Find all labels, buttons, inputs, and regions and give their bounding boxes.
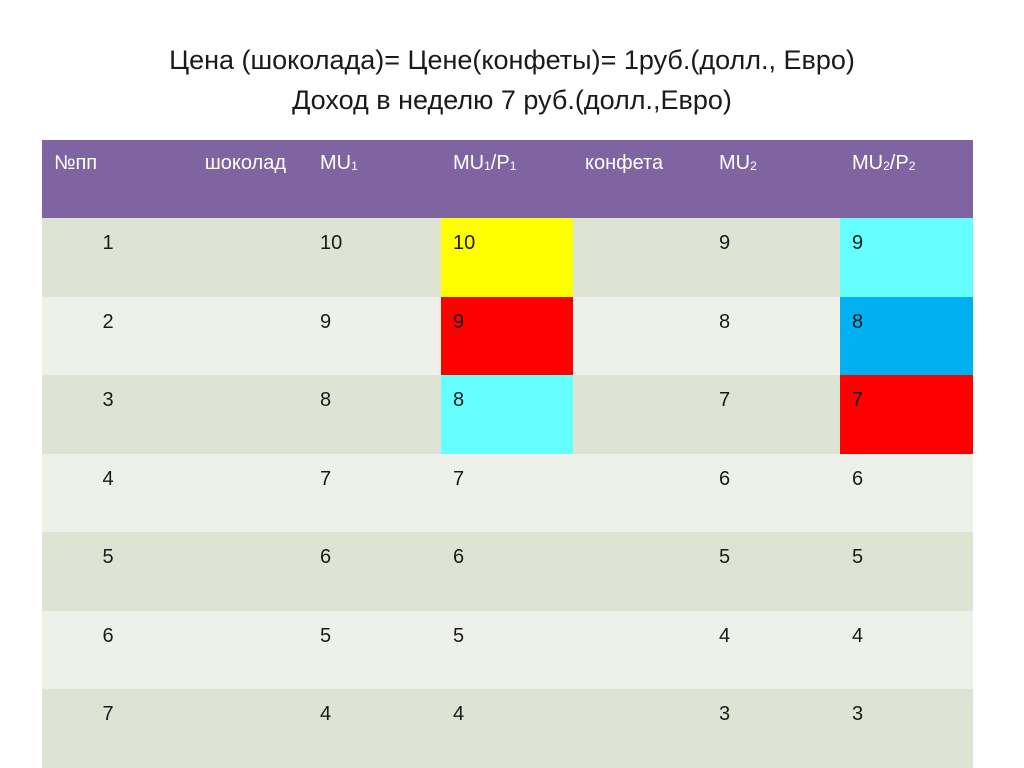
cell-mu1: 7: [308, 453, 441, 532]
cell-mu2: 7: [707, 375, 840, 454]
header-cell-mu2: MU2: [707, 140, 840, 218]
cell-mu1-p1: 7: [441, 453, 573, 532]
title-line-2: Доход в неделю 7 руб.(долл.,Евро): [292, 85, 732, 115]
cell-chocolate: [174, 296, 308, 375]
cell-chocolate: [174, 453, 308, 532]
cell-candy: [573, 218, 707, 297]
cell-chocolate: [174, 218, 308, 297]
cell-chocolate: [174, 375, 308, 454]
cell-mu1-p1: 8: [441, 375, 573, 454]
table-row: 3 8 8 7 7: [42, 375, 973, 454]
cell-num: 1: [42, 218, 174, 297]
cell-candy: [573, 689, 707, 768]
cell-mu1-p1: 10: [441, 218, 573, 297]
cell-num: 3: [42, 375, 174, 454]
table-row: 1 10 10 9 9: [42, 218, 973, 297]
cell-mu1-p1: 6: [441, 532, 573, 611]
cell-chocolate: [174, 689, 308, 768]
cell-mu1: 5: [308, 610, 441, 689]
cell-candy: [573, 375, 707, 454]
cell-mu2: 6: [707, 453, 840, 532]
cell-mu1: 10: [308, 218, 441, 297]
cell-mu2-p2: 6: [840, 453, 973, 532]
cell-chocolate: [174, 610, 308, 689]
cell-mu1-p1: 9: [441, 296, 573, 375]
cell-mu1: 4: [308, 689, 441, 768]
cell-candy: [573, 532, 707, 611]
cell-mu2: 3: [707, 689, 840, 768]
table-row: 5 6 6 5 5: [42, 532, 973, 611]
cell-mu1: 6: [308, 532, 441, 611]
cell-mu1-p1: 5: [441, 610, 573, 689]
header-cell-mu1-p1: MU1/P1: [441, 140, 573, 218]
cell-num: 7: [42, 689, 174, 768]
cell-num: 2: [42, 296, 174, 375]
cell-candy: [573, 453, 707, 532]
cell-mu2: 4: [707, 610, 840, 689]
cell-mu2-p2: 4: [840, 610, 973, 689]
cell-mu2: 5: [707, 532, 840, 611]
cell-mu2-p2: 5: [840, 532, 973, 611]
table-row: 7 4 4 3 3: [42, 689, 973, 768]
cell-num: 5: [42, 532, 174, 611]
cell-candy: [573, 610, 707, 689]
cell-chocolate: [174, 532, 308, 611]
header-row: №пп шоколад MU1 MU1/P1 конфета MU2 MU2/P…: [42, 140, 973, 218]
cell-mu2-p2: 7: [840, 375, 973, 454]
title-line-1: Цена (шоколада)= Цене(конфеты)= 1руб.(до…: [169, 45, 855, 75]
cell-mu1-p1: 4: [441, 689, 573, 768]
cell-mu1: 9: [308, 296, 441, 375]
header-cell-mu1: MU1: [308, 140, 441, 218]
header-cell-chocolate: шоколад: [174, 140, 308, 218]
cell-mu1: 8: [308, 375, 441, 454]
cell-mu2: 9: [707, 218, 840, 297]
cell-num: 4: [42, 453, 174, 532]
slide-title: Цена (шоколада)= Цене(конфеты)= 1руб.(до…: [0, 40, 1024, 120]
header-cell-num: №пп: [42, 140, 174, 218]
table-row: 2 9 9 8 8: [42, 296, 973, 375]
utility-table: №пп шоколад MU1 MU1/P1 конфета MU2 MU2/P…: [42, 140, 973, 768]
cell-candy: [573, 296, 707, 375]
header-cell-candy: конфета: [573, 140, 707, 218]
cell-mu2: 8: [707, 296, 840, 375]
cell-mu2-p2: 3: [840, 689, 973, 768]
cell-mu2-p2: 9: [840, 218, 973, 297]
table-row: 6 5 5 4 4: [42, 610, 973, 689]
cell-mu2-p2: 8: [840, 296, 973, 375]
table-row: 4 7 7 6 6: [42, 453, 973, 532]
header-cell-mu2-p2: MU2/P2: [840, 140, 973, 218]
cell-num: 6: [42, 610, 174, 689]
